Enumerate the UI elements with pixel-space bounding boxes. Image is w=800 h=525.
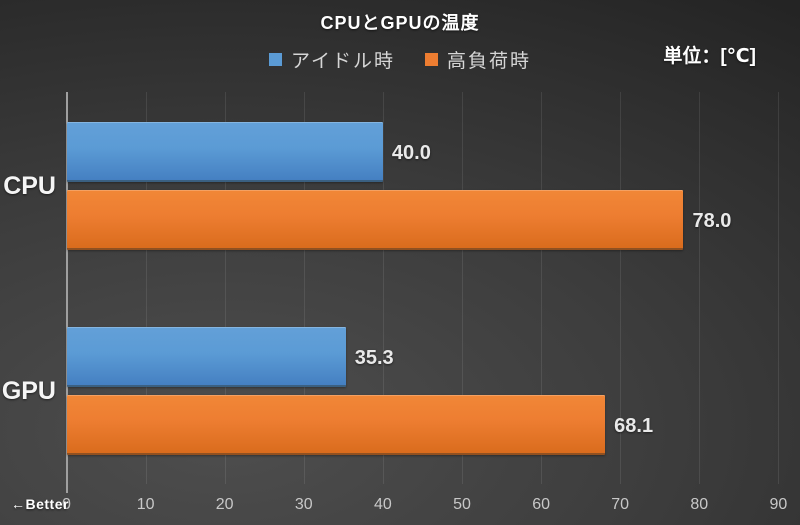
bar-gpu-series-0: [66, 327, 346, 387]
legend-item-0: アイドル時: [268, 46, 396, 73]
bar-cpu-series-0: [66, 122, 383, 182]
x-tick-label-60: 60: [532, 496, 550, 513]
legend-item-1: 高負荷時: [425, 46, 531, 73]
gridline-70: [620, 92, 622, 484]
better-annotation: ←Better: [11, 496, 69, 512]
gridline-30: [303, 92, 305, 484]
value-label-cpu-series-1: 78.0: [692, 210, 732, 232]
x-tick-label-0: 0: [62, 496, 71, 513]
gridline-50: [462, 92, 463, 484]
x-tick-label-70: 70: [611, 496, 630, 513]
x-tick-label-10: 10: [136, 496, 155, 513]
value-label-gpu-series-1: 68.1: [614, 415, 654, 437]
x-tick-label-50: 50: [453, 496, 471, 513]
y-axis-line: [65, 92, 68, 493]
legend: アイドル時 高負荷時: [0, 46, 800, 73]
value-label-cpu-series-0: 40.0: [391, 142, 431, 164]
legend-swatch-icon: [425, 53, 439, 66]
value-label-gpu-series-0: 35.3: [354, 347, 394, 369]
gridline-90: [778, 92, 780, 484]
x-tick-label-30: 30: [294, 496, 313, 513]
x-tick-label-20: 20: [215, 496, 234, 513]
x-tick-label-40: 40: [373, 496, 392, 513]
chart-title: CPUとGPUの温度: [320, 13, 480, 33]
category-label-cpu: CPU: [3, 172, 56, 200]
legend-label: アイドル時: [290, 51, 396, 72]
x-tick-label-80: 80: [690, 496, 709, 513]
gridline-80: [699, 92, 701, 484]
x-tick-label-90: 90: [769, 496, 788, 513]
category-label-gpu: GPU: [1, 377, 56, 405]
bar-cpu-series-1: [66, 190, 684, 250]
unit-label: 単位：[℃]: [663, 46, 756, 67]
bar-gpu-series-1: [66, 395, 606, 455]
legend-swatch-icon: [268, 53, 282, 66]
gridline-20: [224, 92, 226, 484]
legend-label: 高負荷時: [447, 51, 532, 72]
gridline-60: [541, 92, 543, 484]
gridline-40: [382, 92, 384, 484]
gridline-10: [145, 92, 147, 484]
